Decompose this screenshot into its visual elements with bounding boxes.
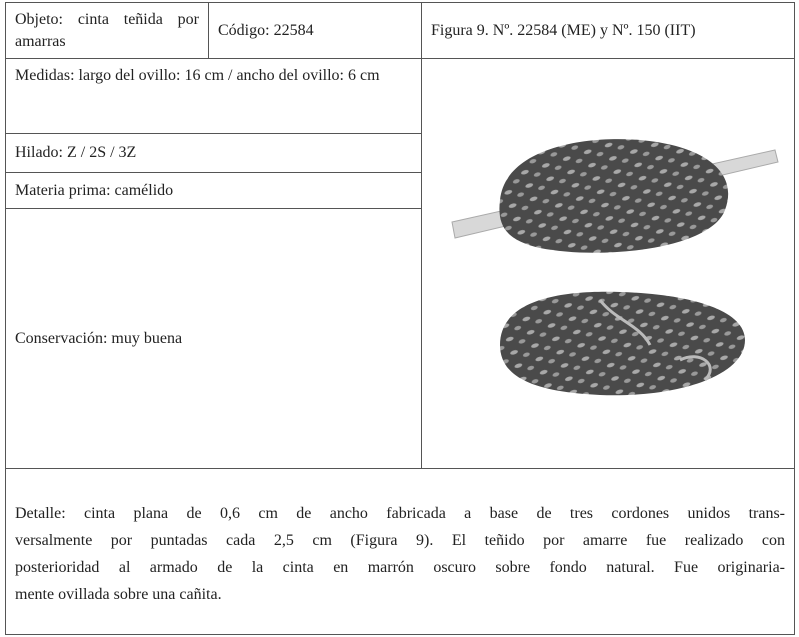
yarn-ball-top bbox=[499, 139, 729, 253]
yarn-text: Hilado: Z / 2S / 3Z bbox=[15, 144, 137, 161]
detail-line: posterioridad al armado de la cinta en m… bbox=[15, 559, 785, 576]
measures-text: Medidas: largo del ovillo: 16 cm / ancho… bbox=[15, 67, 380, 84]
conservation-text: Conservación: muy buena bbox=[15, 329, 183, 347]
material-text: Materia prima: camélido bbox=[15, 181, 174, 199]
detail-line: Detalle: cinta plana de 0,6 cm de ancho … bbox=[15, 505, 785, 522]
detail-line: versalmente por puntadas cada 2,5 cm (Fi… bbox=[15, 532, 785, 549]
figure-caption: Figura 9. Nº. 22584 (ME) y Nº. 150 (IIT) bbox=[431, 21, 696, 39]
object-text: Objeto: cinta teñida por amarras bbox=[15, 11, 199, 50]
yarn-ball-bottom bbox=[500, 291, 745, 396]
code-text: Código: 22584 bbox=[218, 21, 314, 39]
detail-line: mente ovillada sobre una cañita. bbox=[15, 586, 222, 603]
yarn-knot bbox=[598, 299, 712, 382]
detail-cell: Detalle: cinta plana de 0,6 cm de ancho … bbox=[5, 468, 795, 635]
